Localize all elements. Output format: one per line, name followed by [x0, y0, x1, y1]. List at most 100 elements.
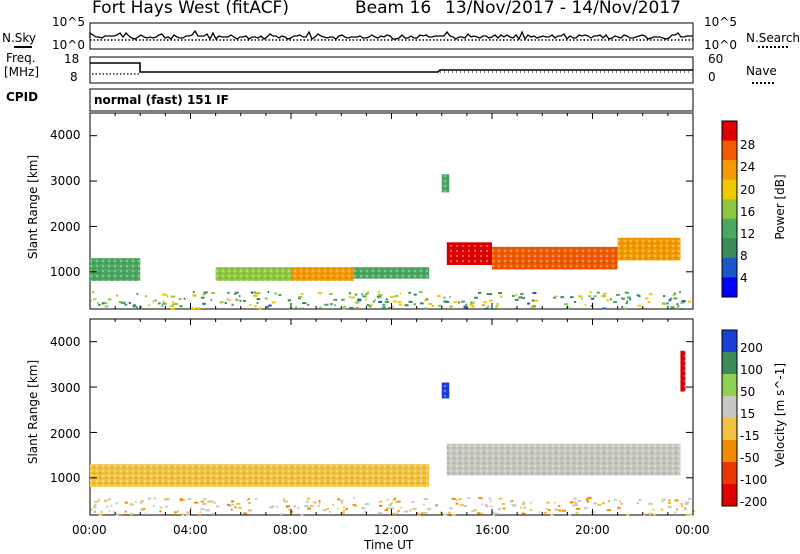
velocity-clutter-point	[304, 505, 309, 508]
power-clutter-point	[219, 301, 224, 304]
power-clutter-point	[294, 306, 298, 309]
velocity-clutter-point	[557, 504, 561, 507]
power-clutter-point	[97, 302, 99, 305]
noise-tick-left-bottom: 10^0	[52, 38, 85, 52]
velocity-clutter-point	[205, 509, 210, 512]
power-clutter-point	[178, 298, 182, 301]
power-clutter-point	[136, 292, 139, 295]
vel-ytick-3000: 3000	[50, 381, 81, 395]
velocity-clutter-point	[181, 513, 185, 516]
velocity-clutter-point	[98, 513, 103, 516]
velocity-clutter-point	[573, 504, 578, 507]
velocity-colorbar-swatch	[722, 418, 737, 441]
power-clutter-point	[203, 291, 208, 294]
velocity-clutter-point	[110, 504, 113, 507]
velocity-clutter-point	[512, 504, 517, 507]
velocity-clutter-point	[550, 513, 554, 516]
velocity-clutter-point	[332, 503, 334, 506]
freq-trace	[90, 62, 693, 73]
velocity-clutter-point	[572, 504, 575, 507]
power-clutter-point	[469, 304, 474, 307]
xtick-2400: 00:00	[675, 523, 710, 537]
velocity-clutter-point	[400, 506, 402, 509]
power-clutter-point	[602, 307, 607, 310]
power-clutter-point	[376, 295, 382, 298]
velocity-clutter-point	[230, 500, 235, 503]
velocity-clutter-point	[98, 498, 100, 501]
vel-cb-tick-15: 15	[740, 407, 756, 421]
power-clutter-point	[154, 299, 157, 302]
velocity-clutter-point	[395, 500, 398, 503]
power-clutter-point	[387, 307, 391, 310]
power-region-texture-3	[353, 267, 430, 279]
velocity-clutter-point	[115, 502, 119, 505]
power-region-texture-5	[492, 246, 618, 270]
velocity-clutter-point	[412, 507, 417, 510]
velocity-clutter-point	[587, 497, 592, 500]
power-clutter-point	[498, 292, 502, 295]
power-clutter-point	[474, 296, 478, 299]
velocity-clutter-point	[569, 501, 574, 504]
power-clutter-point	[124, 303, 128, 306]
power-clutter-point	[152, 300, 154, 303]
power-clutter-point	[390, 295, 395, 298]
velocity-colorbar-swatch	[722, 396, 737, 419]
velocity-clutter-point	[243, 512, 248, 515]
velocity-clutter-point	[684, 506, 687, 509]
power-clutter-point	[268, 304, 272, 307]
velocity-clutter-point	[489, 505, 493, 508]
power-clutter-point	[157, 302, 161, 305]
power-clutter-point	[588, 295, 592, 298]
velocity-clutter-point	[318, 502, 321, 505]
power-clutter-point	[584, 303, 587, 306]
power-clutter-point	[166, 295, 169, 298]
velocity-clutter-point	[340, 501, 344, 504]
power-clutter-point	[648, 293, 653, 296]
power-clutter-point	[341, 298, 344, 301]
velocity-clutter-point	[455, 502, 459, 505]
velocity-clutter-point	[590, 511, 596, 514]
velocity-clutter-point	[386, 498, 389, 501]
power-clutter-point	[681, 300, 686, 303]
power-clutter-point	[382, 303, 386, 306]
power-clutter-point	[465, 303, 468, 306]
power-clutter-point	[665, 302, 669, 305]
velocity-clutter-point	[159, 506, 163, 509]
velocity-clutter-point	[561, 509, 566, 512]
power-clutter-point	[453, 301, 458, 304]
noise-tick-right-top: 10^5	[704, 15, 737, 29]
power-clutter-point	[317, 292, 323, 295]
velocity-clutter-point	[546, 501, 550, 504]
noise-tick-left-top: 10^5	[52, 15, 85, 29]
power-clutter-point	[511, 294, 515, 297]
power-clutter-point	[673, 292, 676, 295]
velocity-clutter-point	[676, 508, 678, 511]
velocity-clutter-point	[139, 501, 143, 504]
velocity-clutter-point	[502, 507, 506, 510]
velocity-clutter-point	[286, 505, 291, 508]
power-colorbar-swatch	[722, 179, 737, 200]
power-clutter-point	[563, 303, 569, 306]
power-clutter-point	[330, 303, 332, 306]
power-clutter-point	[342, 307, 347, 310]
cpid-panel-frame	[89, 88, 694, 112]
velocity-colorbar-swatch	[722, 440, 737, 463]
velocity-clutter-point	[489, 500, 492, 503]
power-clutter-point	[196, 307, 201, 310]
power-clutter-point	[162, 300, 165, 303]
freq-label: Freq.	[6, 51, 36, 65]
power-clutter-point	[629, 298, 632, 301]
velocity-clutter-point	[452, 514, 456, 517]
power-clutter-point	[471, 305, 475, 308]
velocity-clutter-point	[523, 506, 527, 509]
power-clutter-point	[621, 305, 624, 308]
power-clutter-point	[670, 306, 675, 309]
velocity-clutter-point	[353, 497, 356, 500]
velocity-clutter-point	[608, 500, 610, 503]
velocity-clutter-point	[491, 511, 495, 514]
vel-cb-tick-50: 50	[740, 385, 756, 399]
velocity-colorbar-swatch	[722, 484, 737, 507]
xtick-0800: 08:00	[273, 523, 308, 537]
velocity-clutter-point	[416, 512, 419, 515]
velocity-clutter-point	[364, 503, 370, 506]
